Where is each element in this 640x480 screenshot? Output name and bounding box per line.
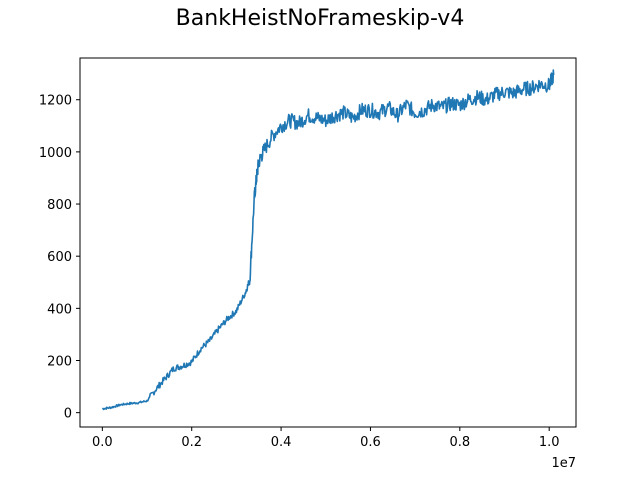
x-tick-label: 0.2 [181,435,202,450]
series-lines [101,69,555,411]
y-tick-label: 400 [47,302,72,317]
x-tick-label: 0.6 [360,435,381,450]
y-tick-label: 1200 [39,94,72,109]
y-tick-label: 1000 [39,146,72,161]
series-line [101,69,555,411]
chart-title: BankHeistNoFrameskip-v4 [175,6,465,31]
axes: 0.0 0.2 0.4 0.6 0.8 1.0 0 200 400 600 800 1000 1200 [39,94,560,450]
plot-frame [79,57,577,428]
x-tick-label: 0.4 [271,435,292,450]
y-tick-label: 0 [64,407,72,422]
x-tick-label: 0.8 [449,435,470,450]
y-tick-label: 600 [47,250,72,265]
x-tick-label: 0.0 [92,435,113,450]
y-tick-label: 800 [47,198,72,213]
x-tick-label: 1.0 [539,435,560,450]
y-tick-label: 200 [47,355,72,370]
x-axis-offset-label: 1e7 [551,456,576,471]
